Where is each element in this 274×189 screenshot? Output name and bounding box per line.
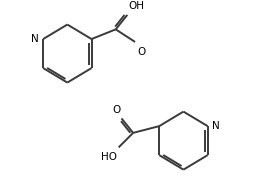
Text: O: O — [137, 47, 145, 57]
Text: HO: HO — [101, 152, 117, 162]
Text: O: O — [112, 105, 121, 115]
Text: N: N — [212, 121, 220, 131]
Text: N: N — [31, 34, 38, 44]
Text: OH: OH — [128, 1, 144, 11]
